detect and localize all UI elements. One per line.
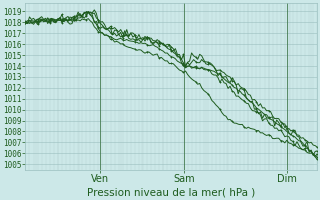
X-axis label: Pression niveau de la mer( hPa ): Pression niveau de la mer( hPa )	[87, 187, 255, 197]
